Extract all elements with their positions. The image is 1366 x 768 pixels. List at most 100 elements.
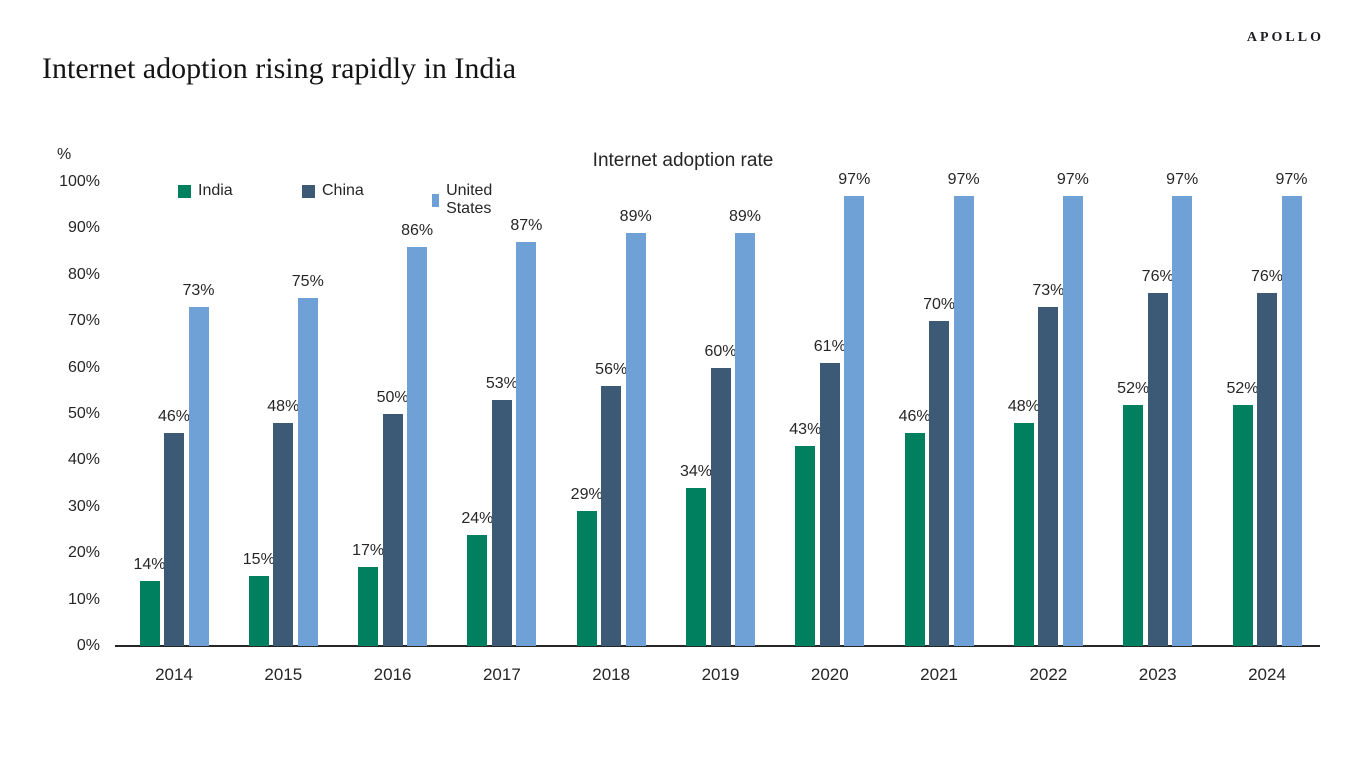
legend-item-united-states: United States xyxy=(432,182,498,218)
india-series-swatch xyxy=(178,184,191,198)
bar-label: 17% xyxy=(352,542,385,560)
bar-label: 46% xyxy=(898,407,931,425)
chart-title: Internet adoption rate xyxy=(592,150,774,171)
china-series-swatch xyxy=(302,184,315,198)
x-tick-label: 2014 xyxy=(155,665,193,684)
bar-india-2018 xyxy=(576,511,597,646)
bar-united-states-2023 xyxy=(1172,195,1193,646)
y-tick-label: 70% xyxy=(67,312,100,330)
x-tick-label: 2018 xyxy=(592,665,631,684)
bar-label: 24% xyxy=(461,509,494,527)
bar-label: 76% xyxy=(1141,268,1174,286)
bar-label: 70% xyxy=(923,296,956,314)
bar-india-2019 xyxy=(686,488,706,646)
y-tick-label: 40% xyxy=(67,451,100,469)
bar-label: 61% xyxy=(813,337,846,355)
bar-label: 29% xyxy=(570,486,603,504)
bar-india-2014 xyxy=(139,581,160,646)
bar-india-2022 xyxy=(1013,423,1034,646)
bar-label: 73% xyxy=(182,282,215,300)
bar-united-states-2024 xyxy=(1281,195,1302,646)
y-tick-label: 20% xyxy=(67,544,100,562)
bar-label: 15% xyxy=(242,551,275,569)
bar-label: 87% xyxy=(510,217,543,235)
bar-united-states-2021 xyxy=(953,195,974,646)
bar-label: 97% xyxy=(947,170,980,188)
bar-china-2021 xyxy=(929,321,950,646)
bar-china-2024 xyxy=(1257,293,1277,646)
bar-label: 48% xyxy=(267,398,300,416)
legend-label-united-states: United States xyxy=(446,182,493,217)
bar-united-states-2022 xyxy=(1062,195,1083,646)
bar-china-2023 xyxy=(1147,293,1168,646)
bar-united-states-2017 xyxy=(516,242,537,646)
bar-india-2015 xyxy=(248,576,269,646)
x-tick-label: 2023 xyxy=(1138,665,1177,684)
bar-label: 46% xyxy=(157,407,191,425)
bar-united-states-2018 xyxy=(625,233,646,646)
bar-label: 89% xyxy=(619,208,652,226)
bar-india-2017 xyxy=(467,534,488,646)
bar-china-2015 xyxy=(273,423,294,646)
bar-label: 97% xyxy=(1056,170,1089,188)
bar-label: 76% xyxy=(1250,268,1284,286)
y-tick-label: 50% xyxy=(67,405,100,422)
x-tick-label: 2017 xyxy=(482,665,521,684)
bar-india-2024 xyxy=(1232,404,1253,646)
legend-item-china: China xyxy=(302,182,364,200)
bar-china-2020 xyxy=(819,362,840,646)
bar-label: 50% xyxy=(376,389,409,406)
bar-label: 89% xyxy=(728,208,762,226)
bar-china-2016 xyxy=(382,414,403,646)
bar-india-2016 xyxy=(358,567,379,646)
bar-label: 75% xyxy=(291,273,324,290)
bar-united-states-2015 xyxy=(297,298,318,646)
y-axis-unit-label: % xyxy=(57,146,72,163)
x-tick-label: 2020 xyxy=(810,665,849,684)
bar-label: 56% xyxy=(595,361,628,379)
y-tick-label: 0% xyxy=(76,637,100,654)
bar-united-states-2016 xyxy=(407,246,428,646)
bar-india-2023 xyxy=(1123,404,1144,646)
legend-label-china: China xyxy=(322,182,364,199)
x-tick-label: 2021 xyxy=(920,665,958,684)
y-tick-label: 80% xyxy=(67,265,100,283)
bar-label: 97% xyxy=(838,170,871,188)
bar-united-states-2020 xyxy=(844,195,865,646)
bar-label: 52% xyxy=(1117,379,1150,397)
bar-india-2021 xyxy=(904,432,925,646)
bar-label: 48% xyxy=(1007,398,1040,416)
x-tick-label: 2015 xyxy=(264,665,303,684)
y-tick-label: 10% xyxy=(67,590,100,608)
bar-label: 60% xyxy=(704,342,737,360)
bar-label: 97% xyxy=(1275,170,1308,188)
legend-item-india: India xyxy=(178,182,233,200)
x-tick-label: 2024 xyxy=(1248,665,1286,684)
bar-label: 43% xyxy=(789,421,822,439)
apollo-logo: APOLLO xyxy=(1246,30,1324,45)
bar-india-2020 xyxy=(795,446,816,646)
bar-china-2019 xyxy=(710,367,731,646)
y-tick-label: 100% xyxy=(59,173,100,190)
page-title: Internet adoption rising rapidly in Indi… xyxy=(42,52,517,85)
y-tick-label: 90% xyxy=(67,219,100,237)
bar-label: 97% xyxy=(1166,170,1199,188)
x-tick-label: 2022 xyxy=(1029,665,1068,684)
bar-china-2014 xyxy=(164,432,184,646)
x-axis-line xyxy=(115,645,1320,647)
y-tick-label: 60% xyxy=(67,358,100,376)
bar-china-2017 xyxy=(491,400,512,646)
y-tick-label: 30% xyxy=(67,497,100,515)
bar-label: 53% xyxy=(485,375,518,393)
bar-label: 34% xyxy=(679,463,713,481)
bar-label: 52% xyxy=(1226,379,1259,397)
bar-label: 86% xyxy=(401,221,434,239)
bar-china-2022 xyxy=(1038,307,1059,646)
legend-label-india: India xyxy=(198,182,233,199)
x-tick-label: 2016 xyxy=(373,665,412,684)
x-tick-label: 2019 xyxy=(701,665,740,684)
bar-united-states-2014 xyxy=(188,307,209,646)
bar-label: 73% xyxy=(1032,282,1065,300)
united-states-series-swatch xyxy=(432,193,440,207)
